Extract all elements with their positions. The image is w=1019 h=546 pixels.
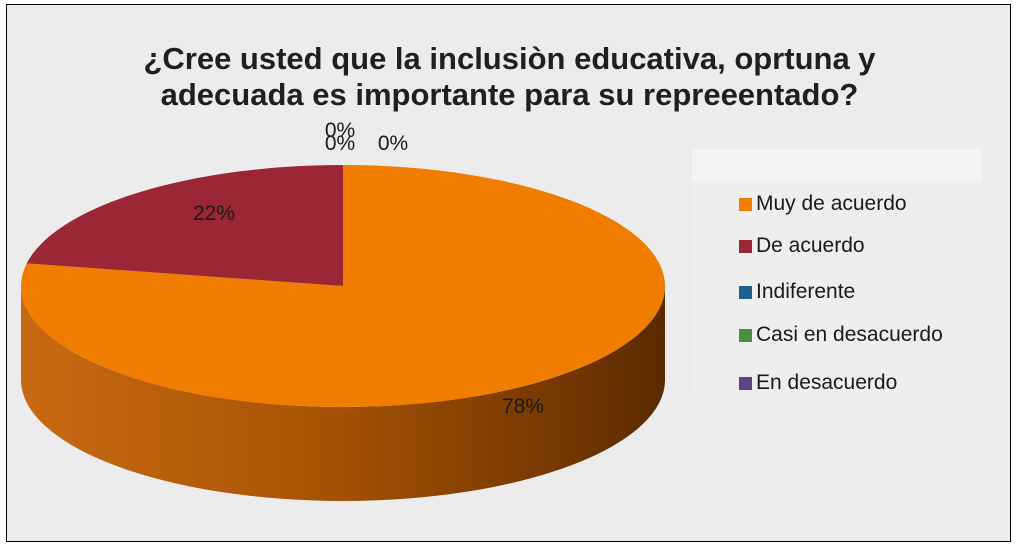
legend-item-muy-de-acuerdo: Muy de acuerdo [739, 191, 907, 217]
data-label-indiferente: 0% [325, 119, 355, 142]
legend-label: En desacuerdo [756, 371, 898, 394]
chart-title: ¿Cree usted que la inclusiòn educativa, … [7, 41, 1010, 113]
data-label-muy-de-acuerdo: 78% [502, 395, 544, 418]
pie-side-muy-de-acuerdo [21, 286, 665, 501]
legend-label: Indiferente [756, 280, 856, 303]
chart-title-line-2: adecuada es importante para su repreeent… [160, 77, 859, 112]
legend-swatch [739, 328, 752, 342]
chart-title-line-1: ¿Cree usted que la inclusiòn educativa, … [143, 41, 876, 76]
data-label-en-desacuerdo: 0% [378, 132, 408, 155]
legend-label: De acuerdo [756, 234, 865, 257]
legend-label: Casi en desacuerdo [756, 323, 943, 346]
legend-label: Muy de acuerdo [756, 192, 907, 215]
legend-item-indiferente: Indiferente [739, 279, 855, 305]
legend-item-casi-en-desacuerdo: Casi en desacuerdo [739, 322, 943, 348]
pie-slice-de-acuerdo [26, 165, 344, 286]
legend-item-de-acuerdo: De acuerdo [739, 233, 865, 259]
pie-slice-muy-de-acuerdo [20, 165, 665, 408]
legend: Muy de acuerdo De acuerdo Indiferente Ca… [692, 149, 982, 399]
legend-swatch [739, 376, 752, 390]
data-label-casi-en-desacuerdo: 0% [325, 132, 355, 155]
chart-area: ¿Cree usted que la inclusiòn educativa, … [6, 4, 1011, 542]
data-label-de-acuerdo: 22% [193, 202, 235, 225]
pie-chart: 78%22%0%0% 0% [20, 119, 665, 501]
legend-swatch [739, 197, 752, 211]
legend-swatch [739, 285, 752, 299]
legend-item-en-desacuerdo: En desacuerdo [739, 370, 897, 396]
legend-swatch [739, 239, 752, 253]
